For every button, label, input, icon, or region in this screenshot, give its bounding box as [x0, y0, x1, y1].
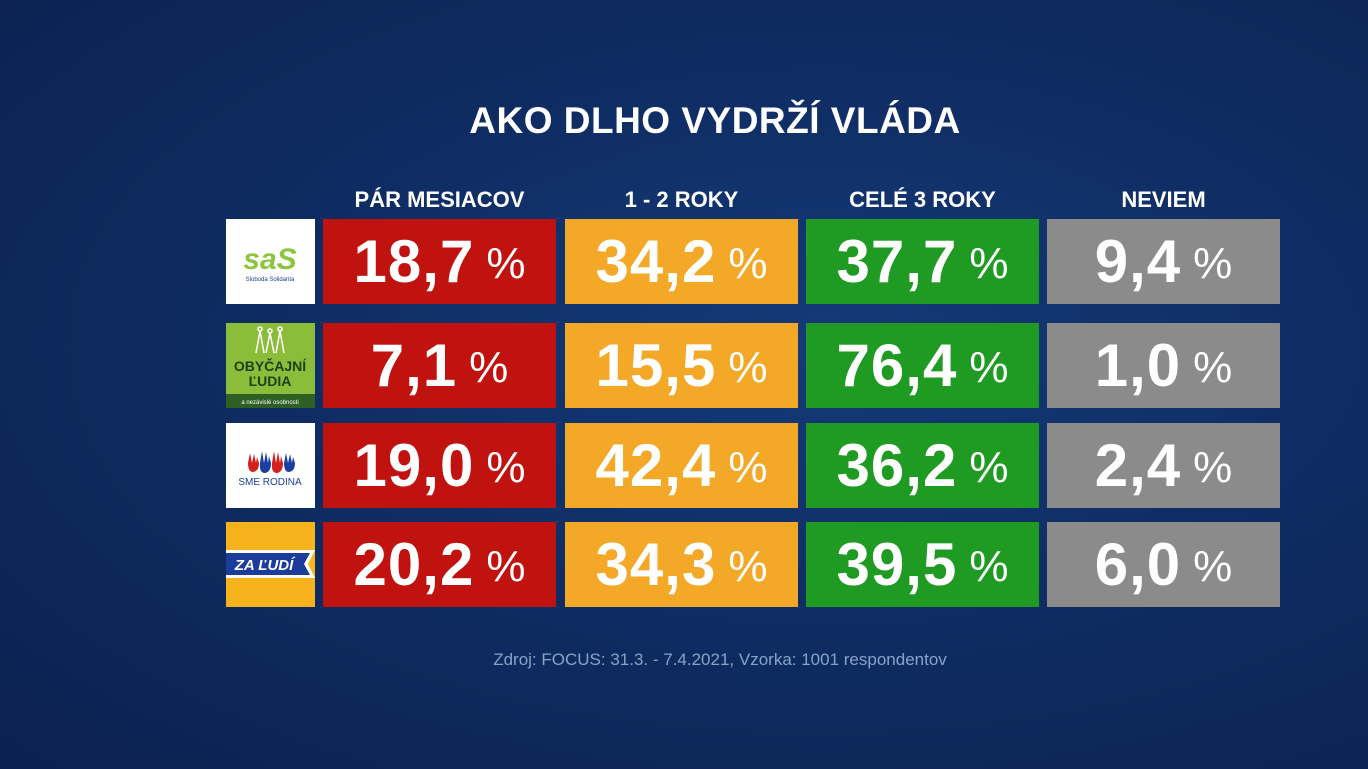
chart-title: AKO DLHO VYDRŽÍ VLÁDA [469, 100, 961, 141]
svg-text:a nezávislé osobnosti: a nezávislé osobnosti [241, 400, 298, 406]
table-cell: 34,3% [565, 522, 798, 607]
svg-text:Sloboda Solidarita: Sloboda Solidarita [246, 277, 295, 283]
table-cell: 9,4% [1047, 219, 1280, 304]
table-cell: 2,4% [1047, 423, 1280, 508]
za-ludi-logo: ZA ĽUDÍ [226, 522, 315, 607]
svg-text:SME RODINA: SME RODINA [238, 477, 302, 488]
table-cell: 42,4% [565, 423, 798, 508]
source-note: Zdroj: FOCUS: 31.3. - 7.4.2021, Vzorka: … [493, 650, 947, 669]
table-cell: 18,7% [323, 219, 556, 304]
table-cell: 36,2% [806, 423, 1039, 508]
table-cell: 1,0% [1047, 323, 1280, 408]
svg-text:OBYČAJNÍ: OBYČAJNÍ [234, 357, 307, 374]
table-cell: 6,0% [1047, 522, 1280, 607]
table-cell: 39,5% [806, 522, 1039, 607]
olano-logo: OBYČAJNÍ ĽUDIA a nezávislé osobnosti [226, 323, 315, 408]
svg-text:ĽUDIA: ĽUDIA [249, 373, 292, 389]
table-cell: 34,2% [565, 219, 798, 304]
column-header-par-mesiacov: PÁR MESIACOV [354, 187, 525, 212]
sas-logo: saS Sloboda Solidarita [226, 219, 315, 304]
svg-text:saS: saS [243, 243, 296, 276]
table-cell: 76,4% [806, 323, 1039, 408]
table-cell: 15,5% [565, 323, 798, 408]
column-header-neviem: NEVIEM [1121, 187, 1206, 212]
column-header-cele-3-roky: CELÉ 3 ROKY [849, 187, 996, 212]
sme-rodina-logo: SME RODINA [226, 423, 315, 508]
table-cell: 37,7% [806, 219, 1039, 304]
column-header-1-2-roky: 1 - 2 ROKY [624, 187, 739, 212]
table-cell: 19,0% [323, 423, 556, 508]
table-cell: 7,1% [323, 323, 556, 408]
svg-text:ZA ĽUDÍ: ZA ĽUDÍ [234, 557, 296, 574]
table-cell: 20,2% [323, 522, 556, 607]
